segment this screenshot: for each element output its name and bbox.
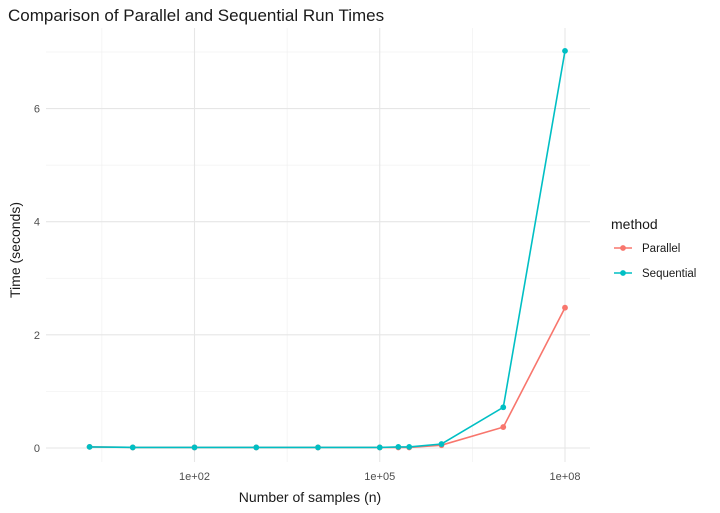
data-point-sequential [395, 443, 402, 450]
x-axis-title: Number of samples (n) [239, 489, 381, 505]
legend-label: Parallel [642, 243, 680, 255]
data-point-sequential [129, 444, 136, 451]
y-tick-label: 6 [34, 104, 40, 116]
data-point-parallel [500, 424, 507, 430]
data-point-sequential [86, 443, 93, 450]
x-tick-label: 1e+08 [550, 471, 581, 483]
legend-key-point [620, 245, 626, 251]
series-layer [86, 47, 568, 451]
legend-label: Sequential [642, 268, 696, 280]
legend-key-point [620, 270, 626, 276]
data-point-sequential [438, 441, 445, 447]
data-point-sequential [253, 444, 260, 451]
y-tick-label: 4 [34, 217, 40, 229]
data-point-sequential [376, 444, 383, 451]
legend-title: method [611, 216, 658, 232]
grid-lines [46, 28, 590, 462]
x-tick-label: 1e+05 [364, 471, 395, 483]
data-point-parallel [562, 304, 568, 311]
series-line-sequential [89, 50, 566, 449]
x-tick-label: 1e+02 [179, 471, 210, 483]
series-line-parallel [89, 307, 566, 449]
y-tick-label: 2 [34, 330, 40, 342]
y-tick-label: 0 [34, 443, 40, 455]
legend: method Parallel Sequential [611, 216, 696, 280]
data-point-sequential [406, 443, 413, 450]
y-axis-title: Time (seconds) [7, 202, 23, 298]
data-point-sequential [500, 404, 507, 411]
data-point-sequential [191, 444, 198, 451]
y-axis-ticks: 0 2 4 6 [34, 104, 40, 455]
x-axis-ticks: 1e+02 1e+05 1e+08 [179, 471, 580, 483]
data-point-sequential [562, 47, 568, 54]
data-point-sequential [315, 444, 321, 451]
chart-title: Comparison of Parallel and Sequential Ru… [8, 6, 384, 25]
